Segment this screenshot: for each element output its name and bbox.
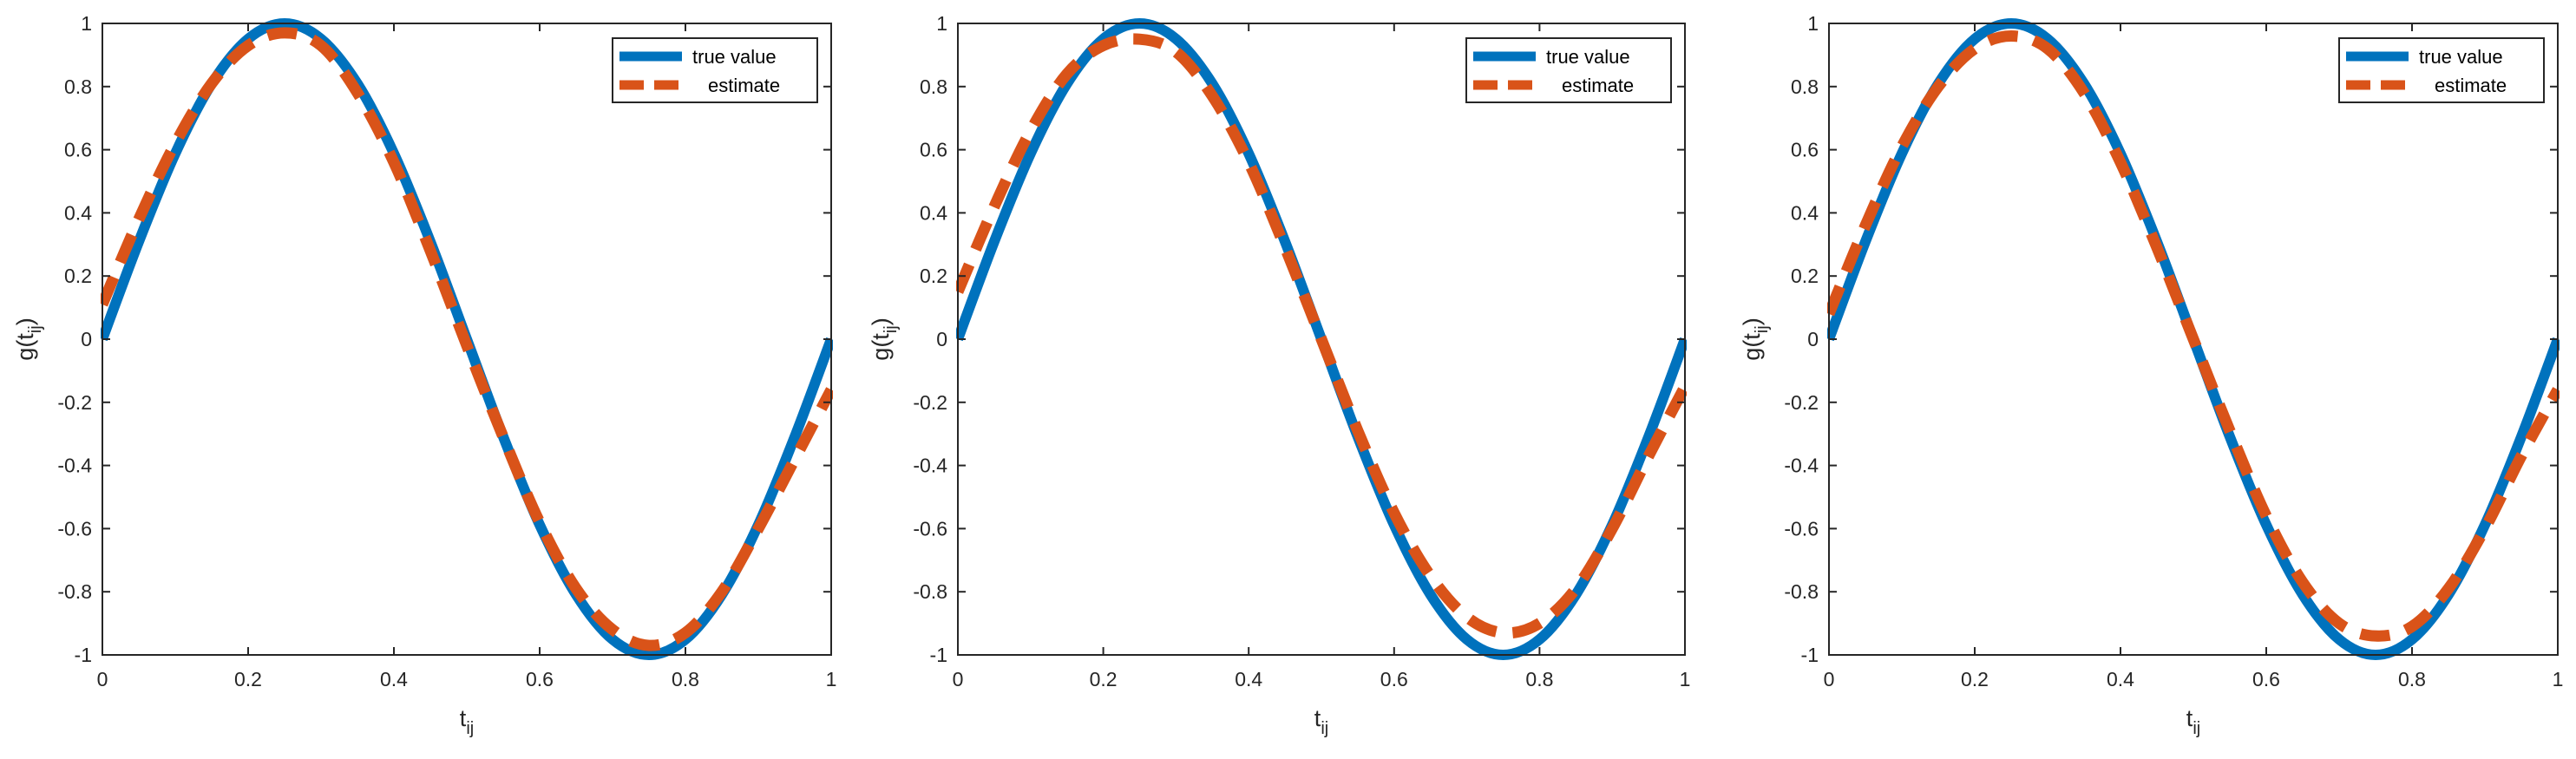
y-axis-label: g(tij) bbox=[1739, 317, 1772, 360]
y-tick-label: -0.4 bbox=[1784, 455, 1819, 477]
legend-label-estimate: estimate bbox=[2435, 75, 2507, 96]
x-tick-label: 1 bbox=[826, 668, 837, 690]
y-tick-label: 0.2 bbox=[1791, 265, 1819, 287]
y-tick-label: 1 bbox=[1807, 12, 1819, 35]
x-tick-label: 0.4 bbox=[380, 668, 408, 690]
subplot-3: 0 0.2 0.4 0.6 0.8 1 -1 -0.8 -0.6 -0.4 -0.2 0 0.2 0.4 0… bbox=[1739, 12, 2563, 738]
y-tick-label: -0.2 bbox=[1784, 391, 1819, 414]
y-tick-label: 0.8 bbox=[1791, 75, 1819, 98]
x-tick-label: 1 bbox=[1680, 668, 1691, 690]
y-tick-label: 0.8 bbox=[920, 75, 947, 98]
y-tick-label: 0.4 bbox=[920, 201, 947, 224]
y-tick-label: 0 bbox=[81, 328, 92, 350]
y-tick-label: 0 bbox=[936, 328, 947, 350]
legend-label-true-value: true value bbox=[1546, 46, 1630, 68]
x-tick-label: 0.4 bbox=[2107, 668, 2134, 690]
x-tick-label: 0.6 bbox=[1380, 668, 1408, 690]
y-tick-label: 0.6 bbox=[1791, 139, 1819, 161]
legend: true value estimate bbox=[2338, 37, 2545, 103]
y-tick-label: -0.2 bbox=[913, 391, 947, 414]
y-tick-label: 0.4 bbox=[1791, 201, 1819, 224]
y-tick-label: 0.6 bbox=[920, 139, 947, 161]
x-tick-label: 0.6 bbox=[2252, 668, 2280, 690]
y-tick-label: -1 bbox=[75, 644, 92, 666]
x-tick-label: 0.8 bbox=[672, 668, 699, 690]
series-estimate-line bbox=[1827, 30, 2560, 642]
subplot-1: 0 0.2 0.4 0.6 0.8 1 -1 -0.8 -0.6 -0.4 -0.2 0 0.2 0.4 0… bbox=[12, 12, 836, 738]
legend: true value estimate bbox=[612, 37, 818, 103]
y-tick-label: 1 bbox=[81, 12, 92, 35]
y-tick-label: 1 bbox=[936, 12, 947, 35]
y-tick-label: -0.4 bbox=[57, 455, 92, 477]
x-tick-label: 0.2 bbox=[1961, 668, 1989, 690]
legend-label-true-value: true value bbox=[2419, 46, 2503, 68]
x-tick-label: 0 bbox=[97, 668, 108, 690]
series-estimate-line bbox=[101, 27, 833, 651]
y-tick-label: -0.6 bbox=[1784, 517, 1819, 540]
x-axis-label: tij bbox=[2186, 705, 2200, 738]
x-tick-label: 0.6 bbox=[526, 668, 554, 690]
y-tick-label: 0.4 bbox=[64, 201, 92, 224]
x-tick-label: 0 bbox=[953, 668, 964, 690]
legend-label-true-value: true value bbox=[692, 46, 777, 68]
y-tick-label: 0.8 bbox=[64, 75, 92, 98]
y-axis-label: g(tij) bbox=[868, 317, 901, 360]
y-tick-label: -0.8 bbox=[913, 580, 947, 603]
y-tick-label: -1 bbox=[930, 644, 947, 666]
x-tick-label: 0.2 bbox=[1090, 668, 1118, 690]
legend-box bbox=[612, 37, 818, 103]
x-tick-label: 0 bbox=[1824, 668, 1835, 690]
x-axis-label: tij bbox=[1314, 705, 1328, 738]
legend-label-estimate: estimate bbox=[1562, 75, 1634, 96]
x-tick-label: 0.8 bbox=[2398, 668, 2426, 690]
y-tick-label: -0.6 bbox=[57, 517, 92, 540]
x-axis-label: tij bbox=[460, 705, 474, 738]
legend-box bbox=[1465, 37, 1672, 103]
x-tick-label: 0.2 bbox=[234, 668, 262, 690]
legend-label-estimate: estimate bbox=[708, 75, 780, 96]
legend-box bbox=[2338, 37, 2545, 103]
y-tick-label: 0.6 bbox=[64, 139, 92, 161]
y-tick-label: -1 bbox=[1801, 644, 1819, 666]
y-tick-label: 0 bbox=[1807, 328, 1819, 350]
series-estimate-line bbox=[956, 33, 1687, 639]
x-tick-label: 0.8 bbox=[1525, 668, 1553, 690]
x-tick-label: 1 bbox=[2553, 668, 2564, 690]
y-tick-label: 0.2 bbox=[64, 265, 92, 287]
y-tick-label: -0.8 bbox=[57, 580, 92, 603]
subplot-2: 0 0.2 0.4 0.6 0.8 1 -1 -0.8 -0.6 -0.4 -0.2 0 0.2 0.4 0… bbox=[868, 12, 1690, 738]
x-tick-label: 0.4 bbox=[1235, 668, 1262, 690]
legend: true value estimate bbox=[1465, 37, 1672, 103]
y-tick-label: -0.8 bbox=[1784, 580, 1819, 603]
y-tick-label: -0.4 bbox=[913, 455, 947, 477]
y-tick-label: 0.2 bbox=[920, 265, 947, 287]
y-tick-label: -0.6 bbox=[913, 517, 947, 540]
y-tick-label: -0.2 bbox=[57, 391, 92, 414]
y-axis-label: g(tij) bbox=[12, 317, 45, 360]
